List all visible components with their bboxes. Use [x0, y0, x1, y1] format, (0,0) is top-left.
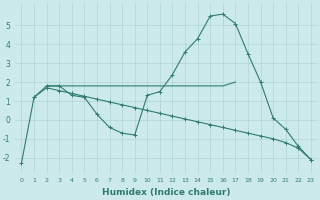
X-axis label: Humidex (Indice chaleur): Humidex (Indice chaleur)	[102, 188, 230, 197]
